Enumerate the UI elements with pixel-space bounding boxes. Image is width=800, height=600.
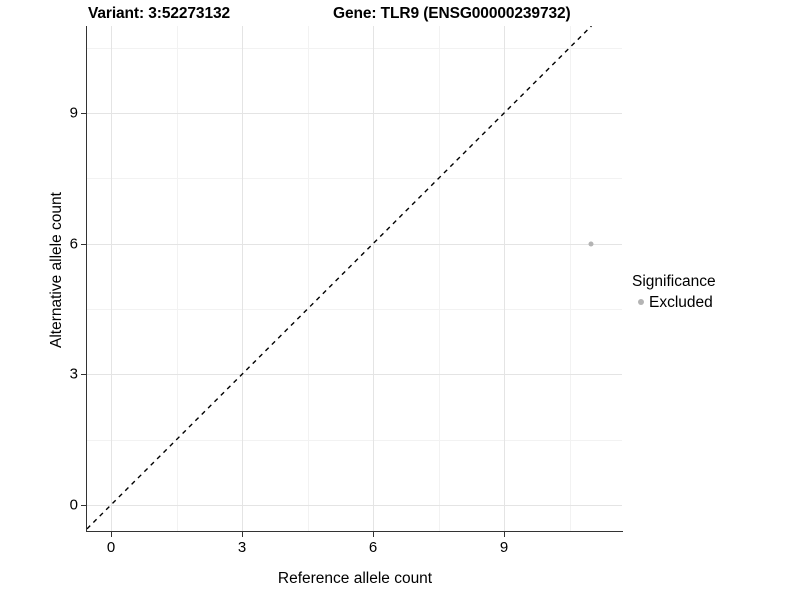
legend-title: Significance [632, 273, 716, 290]
legend-entry[interactable]: Excluded [632, 292, 792, 312]
gridline-minor-horizontal [87, 47, 622, 49]
data-point[interactable] [588, 241, 594, 247]
x-axis-tick-label: 3 [237, 539, 247, 556]
legend: Significance Excluded [632, 272, 792, 312]
y-axis-tick-label: 6 [69, 235, 78, 253]
y-axis-tick-label: 0 [69, 496, 78, 514]
y-axis-line [86, 26, 88, 532]
y-axis-title: Alternative allele count [48, 192, 65, 348]
gridline-major-horizontal [87, 504, 622, 506]
x-axis-tick-mark [111, 532, 113, 537]
gridline-major-horizontal [87, 374, 622, 376]
y-axis-tick-label: 9 [69, 104, 78, 122]
gene-title: Gene: TLR9 (ENSG00000239732) [333, 5, 571, 22]
x-axis-title: Reference allele count [277, 570, 433, 587]
gridline-minor-vertical [438, 26, 440, 531]
x-axis-tick-label: 0 [106, 539, 116, 556]
gridline-minor-horizontal [87, 308, 622, 310]
y-axis-tick-mark [81, 374, 86, 376]
gridline-minor-horizontal [87, 439, 622, 441]
legend-point-icon [632, 299, 649, 305]
x-axis-tick-label: 6 [368, 539, 378, 556]
y-axis-tick-label: 3 [69, 365, 78, 383]
y-axis-tick-mark [81, 243, 86, 245]
diagonal-reference-line [87, 26, 592, 530]
y-axis-tick-mark [81, 113, 86, 115]
gridline-minor-vertical [176, 26, 178, 531]
gridline-major-vertical [111, 26, 113, 531]
gridline-major-horizontal [87, 113, 622, 115]
x-axis-tick-mark [373, 532, 375, 537]
figure-title-row: Variant: 3:52273132 Gene: TLR9 (ENSG0000… [0, 4, 800, 26]
y-axis-tick-mark [81, 504, 86, 506]
gridline-major-horizontal [87, 243, 622, 245]
gridline-minor-vertical [307, 26, 309, 531]
gridline-major-vertical [373, 26, 375, 531]
gridline-minor-vertical [569, 26, 571, 531]
gridline-minor-horizontal [87, 178, 622, 180]
legend-entries: Excluded [632, 292, 792, 312]
x-axis-tick-mark [242, 532, 244, 537]
plot-panel [87, 26, 622, 531]
x-axis-line [86, 531, 623, 533]
x-axis-tick-label: 9 [499, 539, 509, 556]
gridline-major-vertical [242, 26, 244, 531]
legend-entry-label: Excluded [649, 293, 713, 311]
variant-title: Variant: 3:52273132 [88, 5, 231, 22]
x-axis-tick-mark [504, 532, 506, 537]
gridline-major-vertical [504, 26, 506, 531]
